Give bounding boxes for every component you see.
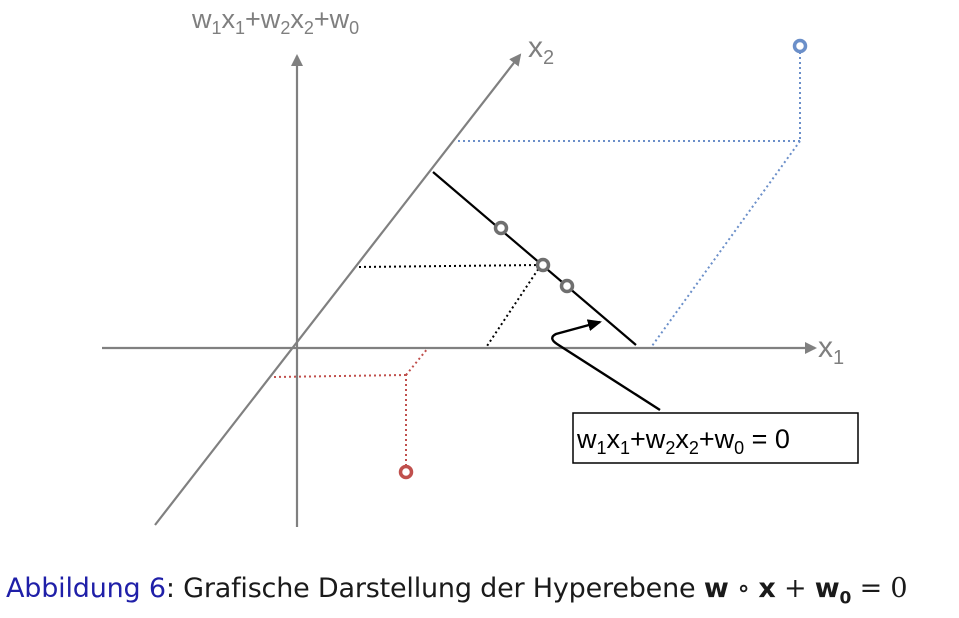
- caption-prefix: Abbildung 6: [6, 573, 166, 604]
- on-plane-point-projection: [357, 264, 542, 347]
- on-plane-point: [535, 257, 551, 273]
- caption-colon: :: [165, 573, 175, 604]
- on-plane-point: [493, 220, 509, 236]
- hyperplane-equation-label: w1x1+w2x2+w0 = 0: [576, 424, 790, 458]
- negative-point: [398, 464, 414, 480]
- caption-formula: w ∘ x + w0 = 0: [703, 573, 908, 609]
- x2-axis: [154, 53, 522, 526]
- callout-arrow: [551, 319, 661, 412]
- vertical-axis-label: w1x1+w2x2+w0: [191, 4, 359, 38]
- x1-axis-label: x1: [818, 331, 844, 369]
- on-plane-point: [559, 278, 575, 294]
- negative-point-projection: [273, 347, 429, 466]
- positive-point: [792, 38, 808, 54]
- positive-point-projection: [457, 52, 801, 347]
- hyperplane-equation-box: [572, 412, 859, 464]
- hyperplane-diagram: w1x1+w2x2+w0 x2 x1 w1x1+w2x2+w0 = 0: [102, 4, 859, 527]
- x2-axis-label: x2: [528, 31, 554, 69]
- figure-caption: Abbildung 6: Grafische Darstellung der H…: [6, 573, 956, 608]
- caption-text: Grafische Darstellung der Hyperebene: [174, 573, 704, 604]
- hyperplane-line: [432, 171, 637, 346]
